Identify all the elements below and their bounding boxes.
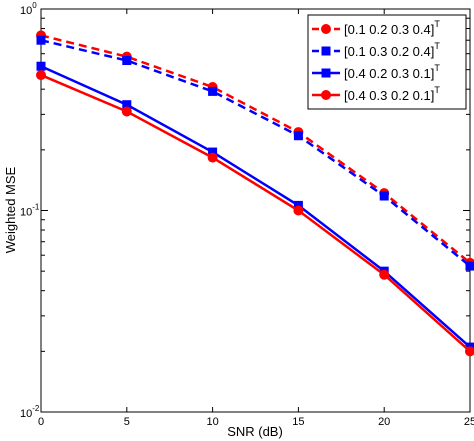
- y-axis-label: Weighted MSE: [3, 166, 18, 253]
- legend-label: [0.4 0.3 0.2 0.1]T: [344, 85, 440, 103]
- legend-label: [0.1 0.3 0.2 0.4]T: [344, 41, 440, 59]
- x-tick-label: 10: [206, 416, 218, 428]
- series-lines: [36, 30, 474, 357]
- legend-label: [0.1 0.2 0.3 0.4]T: [344, 19, 440, 37]
- data-point: [293, 131, 303, 141]
- data-point: [379, 191, 389, 201]
- series-line: [40, 38, 471, 268]
- legend-marker: [321, 46, 331, 56]
- x-tick-label: 0: [38, 416, 44, 428]
- legend-marker: [321, 24, 331, 34]
- data-point: [208, 86, 218, 96]
- x-tick-label: 20: [378, 416, 390, 428]
- data-point: [465, 346, 474, 357]
- legend-item: [0.1 0.2 0.3 0.4]T: [312, 19, 440, 37]
- x-tick-label: 5: [124, 416, 130, 428]
- series-2: [36, 35, 474, 271]
- legend-box: [307, 14, 467, 110]
- legend-marker: [321, 68, 331, 78]
- series-4: [36, 70, 474, 357]
- legend-marker: [321, 90, 331, 100]
- legend-item: [0.4 0.3 0.2 0.1]T: [312, 85, 440, 103]
- data-point: [36, 70, 46, 81]
- x-tick-label: 15: [292, 416, 304, 428]
- y-tick-label: 100: [20, 1, 37, 17]
- y-tick-label: 10-1: [20, 203, 40, 219]
- legend-label: [0.4 0.2 0.3 0.1]T: [344, 63, 440, 81]
- data-point: [293, 205, 304, 216]
- data-point: [122, 56, 132, 66]
- data-point: [121, 106, 132, 117]
- legend-item: [0.4 0.2 0.3 0.1]T: [312, 63, 440, 81]
- data-point: [207, 152, 218, 163]
- y-tick-label: 10-2: [20, 404, 40, 420]
- x-tick-label: 25: [464, 416, 474, 428]
- data-point: [36, 61, 46, 71]
- series-line: [40, 73, 471, 353]
- legend: [0.1 0.2 0.3 0.4]T [0.1 0.3 0.2 0.4]T [0.4…: [307, 14, 467, 110]
- legend-item: [0.1 0.3 0.2 0.4]T: [312, 41, 440, 59]
- data-point: [379, 269, 390, 280]
- data-point: [36, 35, 46, 45]
- series-line: [40, 34, 471, 264]
- x-axis-label: SNR (dB): [227, 424, 283, 439]
- ticks: 0 5 10 15 20 25 10-2 10-1 100: [20, 1, 474, 428]
- series-line: [40, 65, 471, 349]
- data-point: [465, 261, 474, 271]
